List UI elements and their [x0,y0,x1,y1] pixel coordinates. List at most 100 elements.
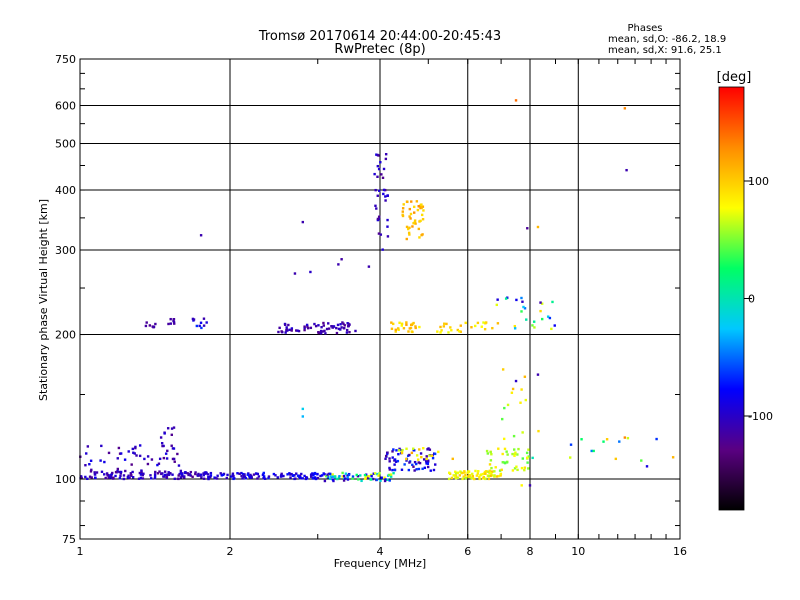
echo-point [131,470,134,474]
echo-point [177,464,181,467]
echo-point [380,476,383,479]
echo-point [481,477,485,480]
echo-point [179,471,183,475]
stats-o-mode: mean, sd,O: -86.2, 18.9 [608,34,726,45]
echo-point [380,173,383,176]
echo-point [398,447,401,451]
echo-point [359,474,362,477]
echo-point [351,475,355,478]
echo-point [391,322,395,326]
echo-point [141,477,145,480]
echo-point [182,475,186,478]
echo-point [490,453,493,456]
echo-point [88,463,91,466]
echo-point [496,298,499,301]
grid-lines [80,59,680,539]
echo-point [524,398,527,402]
echo-point [150,458,154,461]
echo-point [618,440,621,443]
echo-point [409,217,412,220]
echo-point [623,436,627,439]
echo-point [386,478,389,481]
echo-point [539,309,542,313]
x-tick-label: 2 [227,545,234,558]
echo-point [176,452,179,456]
echo-point [379,233,383,236]
echo-point [485,470,488,473]
echo-point [377,474,380,477]
echo-point [290,327,294,330]
echo-point [88,475,92,478]
echo-point [471,472,474,476]
echo-point [512,434,516,438]
echo-point [377,167,381,171]
echo-point [346,476,349,479]
echo-point [384,199,387,202]
echo-point [511,469,515,472]
echo-point [215,477,219,480]
echo-point [490,470,494,473]
echo-point [119,470,123,474]
echo-point [335,326,338,330]
echo-point [327,322,330,325]
echo-point [194,472,197,476]
echo-point [314,477,318,480]
echo-point [276,476,279,479]
echo-point [450,329,453,332]
echo-point [447,477,451,481]
echo-point [505,450,508,453]
echo-point [488,469,492,473]
echo-point [299,475,302,479]
echo-point [400,322,404,325]
echo-point [248,475,251,478]
stats-heading: Phases [627,23,662,34]
echo-point [296,474,300,477]
echo-point [313,476,317,479]
echo-point [424,460,428,463]
echo-point [90,476,93,479]
echo-point [290,472,293,476]
echo-point [413,211,416,214]
echo-point [367,476,370,479]
echo-point [501,368,505,371]
echo-point [379,161,382,164]
echo-point [420,203,423,206]
echo-point [309,326,313,330]
echo-point [525,451,529,455]
echo-point [519,401,522,404]
echo-point [153,475,157,478]
echo-point [412,447,415,450]
echo-point [526,456,529,459]
echo-point [390,321,393,324]
echo-point [377,215,381,218]
echo-point [240,471,243,475]
echo-point [513,452,517,456]
echo-point [454,472,458,475]
echo-point [272,472,276,476]
echo-point [319,474,322,478]
echo-point [262,476,265,480]
echo-point [107,451,111,455]
echo-point [296,329,299,332]
echo-point [342,474,346,478]
y-tick-label: 750 [55,53,76,66]
echo-point [418,448,421,451]
colorbar-tick-label: 100 [748,175,769,188]
echo-point [497,447,500,450]
echo-point [204,471,208,474]
stats-x-mode: mean, sd,X: 91.6, 25.1 [608,45,722,56]
echo-point [379,479,382,482]
echo-point [671,456,675,459]
echo-point [515,298,518,302]
echo-point [340,258,343,261]
echo-point [194,471,197,474]
echo-point [514,451,517,454]
echo-point [592,449,595,453]
echo-point [339,328,342,331]
echo-point [199,234,203,237]
echo-point [138,454,142,458]
echo-point [514,379,518,383]
echo-point [462,475,465,478]
y-tick-label: 600 [55,100,76,113]
echo-point [290,329,293,332]
